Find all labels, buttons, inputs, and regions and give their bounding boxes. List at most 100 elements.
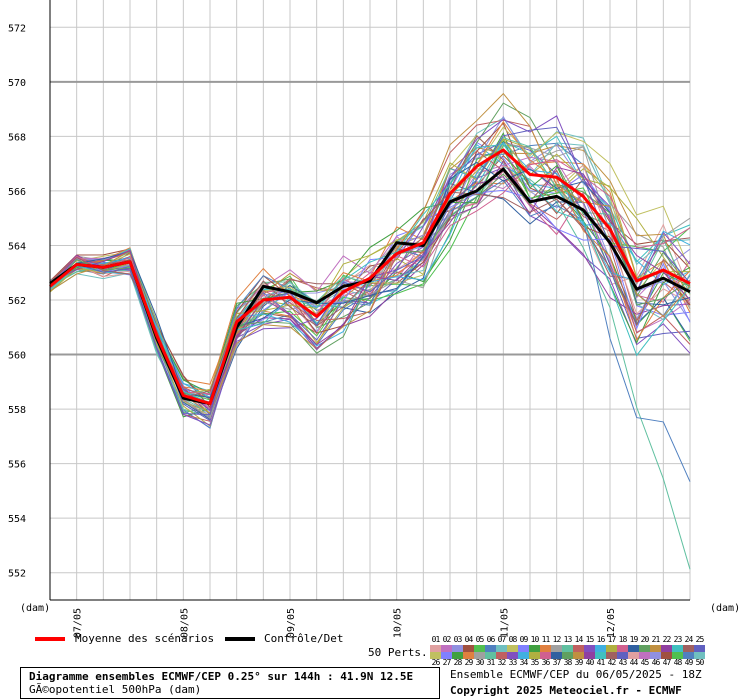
member-line bbox=[49, 165, 691, 570]
member-number: 20 bbox=[640, 635, 650, 644]
x-axis-label: (dam) bbox=[710, 603, 740, 614]
perts-label: 50 Perts. bbox=[368, 646, 428, 659]
y-tick-label: 568 bbox=[8, 132, 26, 143]
copyright: Copyright 2025 Meteociel.fr - ECMWF bbox=[450, 684, 682, 697]
member-color-cell bbox=[672, 645, 683, 652]
member-color-cell bbox=[463, 652, 474, 659]
member-number: 04 bbox=[464, 635, 474, 644]
member-number: 34 bbox=[519, 658, 529, 667]
member-color-cell bbox=[573, 645, 584, 652]
member-color-cell bbox=[551, 645, 562, 652]
member-color-cell bbox=[441, 645, 452, 652]
member-color-cell bbox=[562, 645, 573, 652]
member-number: 12 bbox=[552, 635, 562, 644]
y-tick-label: 564 bbox=[8, 241, 26, 252]
member-number: 42 bbox=[607, 658, 617, 667]
member-color-cell bbox=[496, 652, 507, 659]
member-number: 25 bbox=[695, 635, 705, 644]
member-color-cell bbox=[617, 645, 628, 652]
member-color-cell bbox=[694, 652, 705, 659]
member-number: 49 bbox=[684, 658, 694, 667]
member-number: 23 bbox=[673, 635, 683, 644]
run-info: Ensemble ECMWF/CEP du 06/05/2025 - 18Z bbox=[450, 668, 702, 681]
member-number: 11 bbox=[541, 635, 551, 644]
x-tick-label: 09/05 bbox=[286, 608, 297, 638]
member-number: 17 bbox=[607, 635, 617, 644]
member-number: 18 bbox=[618, 635, 628, 644]
member-number: 32 bbox=[497, 658, 507, 667]
member-number: 45 bbox=[640, 658, 650, 667]
member-color-cell bbox=[529, 645, 540, 652]
control-legend-swatch bbox=[225, 637, 255, 641]
member-color-cell bbox=[672, 652, 683, 659]
y-tick-label: 554 bbox=[8, 514, 26, 525]
member-color-cell bbox=[683, 652, 694, 659]
x-tick-label: 08/05 bbox=[179, 608, 190, 638]
y-tick-label: 566 bbox=[8, 187, 26, 198]
member-color-cell bbox=[683, 645, 694, 652]
member-number: 16 bbox=[596, 635, 606, 644]
member-color-cell bbox=[474, 652, 485, 659]
chart-axes: 552 554 556 558 560 562 564 566 568 570 572 07/05 08… bbox=[8, 0, 740, 638]
member-number: 31 bbox=[486, 658, 496, 667]
member-number: 46 bbox=[651, 658, 661, 667]
member-line bbox=[49, 144, 691, 414]
member-number: 36 bbox=[541, 658, 551, 667]
member-number: 21 bbox=[651, 635, 661, 644]
y-tick-label: 558 bbox=[8, 405, 26, 416]
member-number: 13 bbox=[563, 635, 573, 644]
member-number: 44 bbox=[629, 658, 639, 667]
member-color-cell bbox=[507, 645, 518, 652]
member-number: 10 bbox=[530, 635, 540, 644]
member-color-cell bbox=[694, 645, 705, 652]
member-number: 24 bbox=[684, 635, 694, 644]
member-color-cell bbox=[529, 652, 540, 659]
member-color-cell bbox=[551, 652, 562, 659]
member-number: 33 bbox=[508, 658, 518, 667]
member-color-cell bbox=[661, 645, 672, 652]
member-color-cell bbox=[639, 652, 650, 659]
main-series-lines bbox=[49, 148, 691, 406]
member-color-cell bbox=[452, 645, 463, 652]
member-number: 22 bbox=[662, 635, 672, 644]
member-number: 35 bbox=[530, 658, 540, 667]
member-number: 40 bbox=[585, 658, 595, 667]
member-color-cell bbox=[540, 652, 551, 659]
member-number: 41 bbox=[596, 658, 606, 667]
member-color-cell bbox=[496, 645, 507, 652]
member-color-cell bbox=[595, 645, 606, 652]
member-color-cell bbox=[595, 652, 606, 659]
x-tick-label: 07/05 bbox=[73, 608, 84, 638]
member-color-cell bbox=[650, 652, 661, 659]
control-legend-label: Contrôle/Det bbox=[264, 632, 344, 645]
member-number: 05 bbox=[475, 635, 485, 644]
member-color-cell bbox=[485, 645, 496, 652]
member-color-cell bbox=[628, 652, 639, 659]
member-color-cell bbox=[639, 645, 650, 652]
member-number: 29 bbox=[464, 658, 474, 667]
member-number: 08 bbox=[508, 635, 518, 644]
member-number: 47 bbox=[662, 658, 672, 667]
chart-title: Diagramme ensembles ECMWF/CEP 0.25° sur … bbox=[29, 670, 414, 683]
member-number: 30 bbox=[475, 658, 485, 667]
member-color-cell bbox=[661, 652, 672, 659]
member-color-cell bbox=[518, 645, 529, 652]
member-number: 14 bbox=[574, 635, 584, 644]
x-tick-label: 10/05 bbox=[393, 608, 404, 638]
member-color-cell bbox=[562, 652, 573, 659]
member-color-cell bbox=[650, 645, 661, 652]
member-color-cell bbox=[518, 652, 529, 659]
mean-legend-swatch bbox=[35, 637, 65, 641]
member-color-cell bbox=[463, 645, 474, 652]
member-color-cell bbox=[507, 652, 518, 659]
member-color-cell bbox=[485, 652, 496, 659]
member-color-cell bbox=[584, 652, 595, 659]
y-tick-label: 560 bbox=[8, 351, 26, 362]
member-color-cell bbox=[628, 645, 639, 652]
member-number: 39 bbox=[574, 658, 584, 667]
member-number: 28 bbox=[453, 658, 463, 667]
chart-subtitle: GÃ©opotentiel 500hPa (dam) bbox=[29, 683, 202, 696]
member-number: 38 bbox=[563, 658, 573, 667]
y-axis-label: (dam) bbox=[20, 603, 50, 614]
